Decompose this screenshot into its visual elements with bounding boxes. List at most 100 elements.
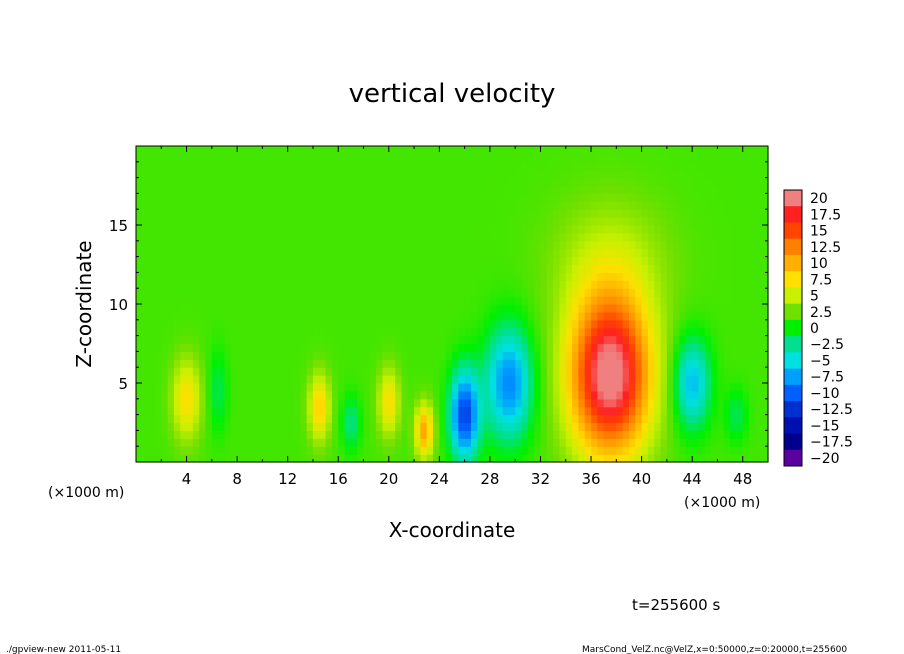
heatmap-cell [622, 232, 630, 242]
heatmap-cell [300, 272, 308, 281]
heatmap-cell [616, 438, 624, 447]
heatmap-cell [180, 390, 188, 400]
heatmap-cell [173, 177, 181, 187]
heatmap-cell [483, 446, 491, 455]
heatmap-cell [382, 177, 390, 187]
heatmap-cell [148, 351, 156, 360]
heatmap-cell [344, 201, 352, 210]
heatmap-cell [369, 367, 377, 376]
heatmap-cell [218, 351, 226, 360]
heatmap-cell [262, 240, 270, 250]
heatmap-cell [534, 169, 542, 179]
heatmap-cell [685, 248, 693, 258]
heatmap-cell [591, 335, 598, 345]
heatmap-cell [666, 264, 674, 273]
heatmap-cell [173, 327, 181, 337]
heatmap-cell [199, 169, 207, 179]
heatmap-cell [635, 146, 643, 155]
heatmap-cell [357, 217, 365, 226]
heatmap-cell [224, 446, 232, 455]
x-axis-label: X-coordinate [389, 518, 516, 542]
heatmap-cell [616, 296, 624, 305]
colorbar-swatch [784, 384, 802, 402]
heatmap-cell [325, 359, 333, 368]
x-unit-label-left: (×1000 m) [48, 485, 124, 501]
heatmap-cell [736, 169, 744, 179]
heatmap-cell [294, 422, 301, 431]
heatmap-cell [610, 327, 617, 337]
heatmap-cell [439, 169, 447, 179]
heatmap-cell [483, 454, 491, 463]
heatmap-cell [136, 351, 143, 360]
heatmap-cell [262, 414, 270, 424]
heatmap-cell [249, 406, 257, 416]
heatmap-cell [426, 201, 434, 210]
heatmap-cell [470, 343, 478, 352]
heatmap-cell [319, 209, 327, 218]
heatmap-cell [148, 201, 156, 210]
heatmap-cell [161, 327, 169, 337]
heatmap-cell [148, 390, 156, 400]
heatmap-cell [376, 264, 384, 273]
heatmap-cell [616, 319, 624, 329]
heatmap-cell [711, 422, 719, 431]
heatmap-cell [685, 422, 693, 431]
heatmap-cell [660, 280, 668, 289]
heatmap-cell [508, 256, 516, 266]
heatmap-cell [439, 280, 447, 289]
heatmap-cell [597, 225, 605, 234]
heatmap-cell [470, 185, 478, 194]
heatmap-cell [230, 335, 238, 345]
heatmap-cell [173, 414, 181, 424]
heatmap-cell [622, 185, 630, 194]
heatmap-cell [591, 225, 598, 234]
heatmap-cell [464, 288, 472, 297]
heatmap-cell [142, 383, 150, 392]
heatmap-cell [445, 430, 453, 439]
heatmap-cell [572, 161, 579, 171]
heatmap-cell [382, 217, 390, 226]
heatmap-cell [230, 343, 238, 352]
heatmap-cell [647, 256, 655, 266]
heatmap-cell [546, 351, 554, 360]
heatmap-cell [464, 193, 472, 202]
heatmap-cell [445, 201, 453, 210]
heatmap-cell [167, 414, 175, 424]
heatmap-cell [660, 430, 668, 439]
heatmap-cell [458, 335, 466, 345]
heatmap-cell [635, 327, 643, 337]
heatmap-cell [357, 383, 365, 392]
heatmap-cell [578, 343, 586, 352]
heatmap-cell [439, 177, 447, 187]
heatmap-cell [553, 232, 561, 242]
heatmap-cell [521, 304, 529, 313]
heatmap-cell [287, 209, 295, 218]
heatmap-cell [502, 296, 510, 305]
heatmap-cell [180, 383, 188, 392]
heatmap-cell [654, 446, 662, 455]
heatmap-cell [224, 193, 232, 202]
heatmap-cell [717, 209, 725, 218]
heatmap-cell [281, 414, 289, 424]
heatmap-cell [515, 375, 523, 384]
heatmap-cell [685, 146, 693, 155]
heatmap-cell [199, 209, 207, 218]
heatmap-cell [704, 225, 712, 234]
heatmap-cell [382, 454, 390, 463]
heatmap-cell [679, 398, 687, 408]
heatmap-cell [477, 272, 485, 281]
heatmap-cell [154, 359, 162, 368]
heatmap-cell [306, 430, 314, 439]
heatmap-cell [508, 209, 516, 218]
heatmap-cell [610, 398, 617, 408]
heatmap-cell [237, 311, 245, 321]
heatmap-cell [224, 422, 232, 431]
heatmap-cell [730, 351, 737, 360]
heatmap-cell [540, 343, 548, 352]
heatmap-cell [452, 406, 459, 416]
heatmap-cell [249, 146, 257, 155]
heatmap-cell [521, 296, 529, 305]
heatmap-cell [692, 351, 700, 360]
heatmap-cell [142, 272, 150, 281]
heatmap-cell [508, 248, 516, 258]
